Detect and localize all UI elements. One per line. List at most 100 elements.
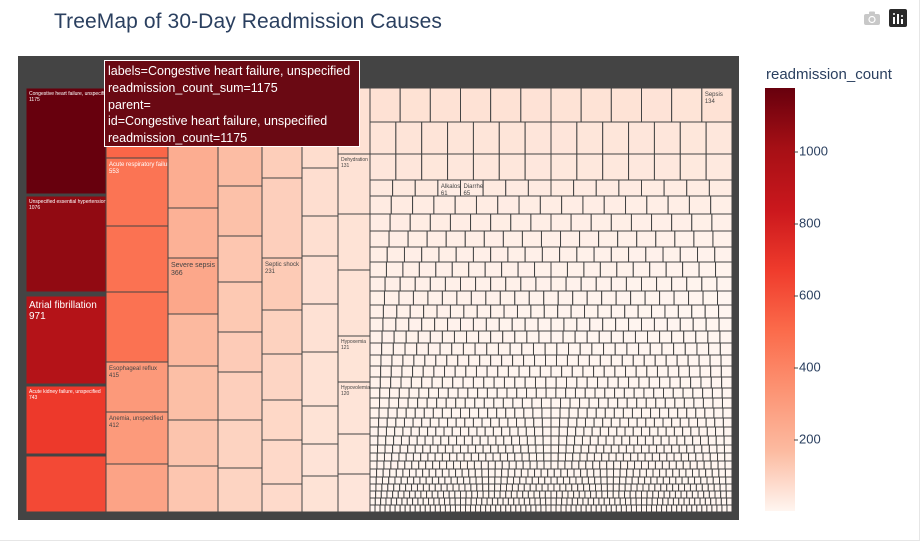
treemap-tile[interactable] [705,468,713,478]
treemap-tile-rect[interactable] [458,483,466,492]
treemap-tile-rect[interactable] [637,435,646,446]
treemap-tile[interactable] [723,426,733,437]
treemap-tile[interactable] [701,504,708,513]
treemap-tile-rect[interactable] [524,121,552,155]
treemap-tile-rect[interactable] [397,490,405,499]
treemap-tile-rect[interactable] [608,426,618,437]
treemap-tile-rect[interactable] [579,397,590,409]
treemap-tile-rect[interactable] [418,426,429,437]
treemap-tile-rect[interactable] [541,407,552,419]
treemap-tile-rect[interactable] [595,490,603,499]
treemap-tile[interactable] [666,483,674,492]
treemap-tile[interactable] [462,342,476,356]
treemap-tile-rect[interactable] [429,213,451,232]
treemap-tile[interactable] [610,213,632,232]
treemap-tile-rect[interactable] [629,490,637,499]
treemap-tile[interactable] [558,435,568,446]
treemap-tile[interactable] [656,497,664,506]
treemap-tile-rect[interactable] [490,276,507,292]
treemap-tile-rect[interactable] [698,354,711,367]
treemap-tile[interactable] [641,460,649,470]
treemap-tile-rect[interactable] [700,435,709,446]
treemap-tile[interactable] [451,426,462,437]
treemap-tile[interactable] [614,387,625,399]
treemap-tile[interactable] [450,407,462,419]
treemap-tile-rect[interactable] [687,354,700,367]
treemap-tile-rect[interactable] [217,235,263,283]
treemap-tile[interactable] [469,476,477,485]
treemap-tile[interactable] [654,354,667,367]
treemap-tile-rect[interactable] [668,435,678,446]
treemap-tile-rect[interactable] [641,497,648,506]
treemap-tile-rect[interactable] [468,426,478,437]
treemap-tile-rect[interactable] [664,397,676,409]
treemap-tile[interactable] [683,397,695,409]
treemap-tile[interactable] [439,342,453,356]
treemap-tile[interactable] [534,261,552,278]
treemap-tile[interactable] [423,407,434,419]
treemap-tile-rect[interactable] [474,397,485,409]
treemap-tile[interactable] [682,387,694,399]
treemap-tile[interactable] [501,261,519,278]
treemap-tile-rect[interactable] [491,497,499,506]
treemap-tile[interactable] [650,407,661,419]
treemap-tile-rect[interactable] [558,435,568,446]
treemap-tile[interactable] [644,435,654,446]
treemap-tile[interactable] [491,497,499,506]
treemap-tile[interactable] [369,230,390,248]
treemap-tile-rect[interactable] [434,483,442,492]
treemap-tile[interactable] [595,483,602,492]
treemap-tile[interactable] [492,426,503,437]
treemap-tile-rect[interactable] [643,387,655,399]
treemap-tile-rect[interactable] [382,317,397,332]
treemap-tile-rect[interactable] [167,145,219,209]
treemap-tile-rect[interactable] [625,444,635,454]
treemap-tile[interactable] [706,476,714,485]
treemap-tile[interactable] [414,407,425,419]
treemap-tile[interactable] [399,504,406,513]
treemap-tile-rect[interactable] [381,476,390,485]
treemap-tile-rect[interactable] [619,468,628,478]
treemap-tile-rect[interactable] [720,354,733,367]
treemap-tile-rect[interactable] [537,317,552,332]
treemap-tile-rect[interactable] [478,407,489,419]
treemap-tile[interactable] [641,426,651,437]
treemap-tile-rect[interactable] [390,365,403,378]
treemap-tile[interactable] [524,376,536,389]
treemap-tile[interactable] [619,476,627,485]
treemap-tile[interactable] [574,435,583,446]
treemap-tile[interactable] [721,397,733,409]
treemap-tile-rect[interactable] [575,476,583,485]
treemap-tile[interactable] [593,365,605,378]
treemap-tile[interactable] [565,276,582,292]
treemap-tile-rect[interactable] [385,426,396,437]
treemap-tile[interactable] [406,476,415,485]
treemap-tile[interactable] [610,246,630,263]
treemap-tile[interactable] [630,290,646,306]
treemap-tile-rect[interactable] [492,452,501,462]
treemap-tile[interactable] [649,426,659,437]
treemap-tile[interactable] [639,468,647,478]
treemap-tile-rect[interactable] [378,417,388,428]
treemap-tile[interactable] [571,365,584,378]
treemap-tile-rect[interactable] [520,504,527,513]
treemap-tile-rect[interactable] [720,365,733,378]
treemap-tile[interactable] [603,342,616,356]
treemap-tile-rect[interactable] [451,342,464,356]
treemap-tile-rect[interactable] [641,504,648,513]
treemap-tile-rect[interactable] [525,476,533,485]
treemap-tile[interactable] [404,342,418,356]
treemap-tile[interactable] [409,490,416,499]
treemap-tile-rect[interactable] [393,435,402,446]
treemap-tile-rect[interactable] [457,387,469,399]
treemap-tile[interactable] [676,504,683,513]
treemap-tile[interactable] [711,468,720,478]
treemap-tile-rect[interactable] [583,483,591,492]
treemap-tile[interactable] [385,435,395,446]
treemap-tile-rect[interactable] [435,468,443,478]
treemap-tile-rect[interactable] [414,504,421,513]
treemap-tile[interactable] [507,246,526,263]
treemap-tile[interactable] [470,213,492,232]
treemap-tile[interactable] [543,460,552,470]
treemap-tile[interactable] [480,460,489,470]
